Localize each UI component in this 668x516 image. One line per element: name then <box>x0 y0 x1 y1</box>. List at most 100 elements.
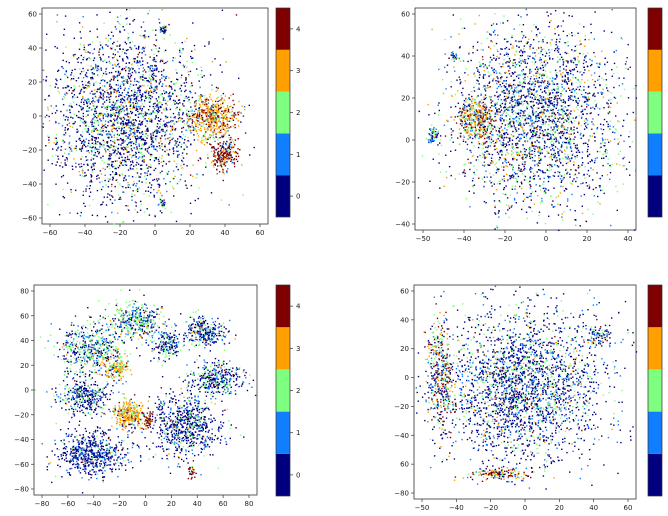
scatter-point <box>627 68 629 70</box>
scatter-point <box>442 92 445 95</box>
scatter-point <box>112 125 114 127</box>
scatter-point <box>104 91 106 93</box>
scatter-point <box>610 140 612 142</box>
scatter-point <box>498 136 500 138</box>
scatter-point <box>118 114 120 117</box>
scatter-point <box>574 158 577 160</box>
scatter-point <box>87 129 90 131</box>
scatter-point <box>548 49 550 51</box>
scatter-point <box>73 113 75 115</box>
scatter-point <box>100 92 102 94</box>
scatter-point <box>94 147 96 150</box>
scatter-point <box>108 145 110 148</box>
scatter-point <box>149 74 151 76</box>
scatter-point <box>219 145 221 148</box>
scatter-point <box>223 124 226 126</box>
scatter-point <box>130 132 132 134</box>
scatter-point <box>116 133 119 136</box>
scatter-point <box>96 150 99 153</box>
scatter-point <box>232 93 234 95</box>
scatter-point <box>555 157 557 159</box>
scatter-point <box>554 49 556 52</box>
scatter-point <box>157 120 160 122</box>
scatter-point <box>74 68 76 71</box>
scatter-point <box>131 199 133 201</box>
scatter-point <box>137 157 140 160</box>
scatter-point <box>538 157 540 159</box>
scatter-point <box>125 105 127 107</box>
scatter-point <box>148 214 151 216</box>
scatter-point <box>92 199 94 201</box>
scatter-point <box>117 134 120 136</box>
scatter-point <box>64 87 67 89</box>
scatter-point <box>63 197 66 199</box>
scatter-point <box>160 112 163 114</box>
scatter-point <box>217 143 219 145</box>
scatter-point <box>169 91 171 94</box>
scatter-point <box>521 170 523 172</box>
scatter-point <box>151 65 153 67</box>
scatter-point <box>164 133 167 136</box>
scatter-point <box>508 84 510 86</box>
scatter-point <box>560 92 562 95</box>
scatter-point <box>140 64 142 67</box>
scatter-point <box>232 99 234 102</box>
scatter-point <box>126 93 129 95</box>
scatter-point <box>175 150 178 152</box>
scatter-point <box>101 113 103 115</box>
scatter-point <box>588 186 591 188</box>
scatter-point <box>629 146 631 148</box>
scatter-point <box>514 143 517 145</box>
scatter-point <box>479 65 481 68</box>
scatter-point <box>224 110 226 112</box>
scatter-point <box>238 111 241 113</box>
scatter-point <box>535 111 537 113</box>
scatter-point <box>208 109 210 111</box>
scatter-point <box>421 155 424 157</box>
scatter-point <box>83 123 85 125</box>
scatter-point <box>128 136 130 139</box>
scatter-point <box>223 117 225 119</box>
scatter-point <box>107 125 109 127</box>
scatter-point <box>226 111 228 114</box>
scatter-point <box>531 210 533 213</box>
scatter-point <box>97 114 99 116</box>
scatter-point <box>523 80 526 82</box>
scatter-point <box>548 156 551 159</box>
scatter-point <box>502 134 504 136</box>
scatter-point <box>505 108 508 111</box>
scatter-point <box>72 90 74 92</box>
scatter-point <box>186 112 188 115</box>
scatter-point <box>174 117 176 119</box>
scatter-point <box>585 96 587 98</box>
scatter-point <box>97 100 99 102</box>
scatter-point <box>132 97 134 100</box>
scatter-point <box>539 157 541 159</box>
scatter-point <box>499 80 501 83</box>
scatter-point <box>140 173 142 175</box>
scatter-point <box>149 87 151 89</box>
scatter-point <box>79 174 81 176</box>
scatter-point <box>551 122 554 124</box>
scatter-point <box>159 126 161 128</box>
scatter-point <box>553 83 556 85</box>
scatter-point <box>60 176 63 178</box>
scatter-point <box>525 196 528 198</box>
scatter-point <box>514 71 516 73</box>
scatter-point <box>135 164 137 166</box>
scatter-point <box>185 78 187 80</box>
scatter-point <box>498 96 500 98</box>
scatter-point <box>213 163 216 165</box>
scatter-point <box>90 159 92 161</box>
scatter-point <box>529 150 531 153</box>
scatter-point <box>137 163 140 165</box>
scatter-point <box>463 103 465 105</box>
scatter-point <box>130 112 133 115</box>
scatter-point <box>126 122 128 125</box>
scatter-point <box>205 105 207 107</box>
scatter-point <box>589 161 591 163</box>
scatter-point <box>102 139 105 142</box>
scatter-point <box>189 90 191 93</box>
scatter-point <box>85 84 87 86</box>
scatter-point <box>141 120 144 123</box>
